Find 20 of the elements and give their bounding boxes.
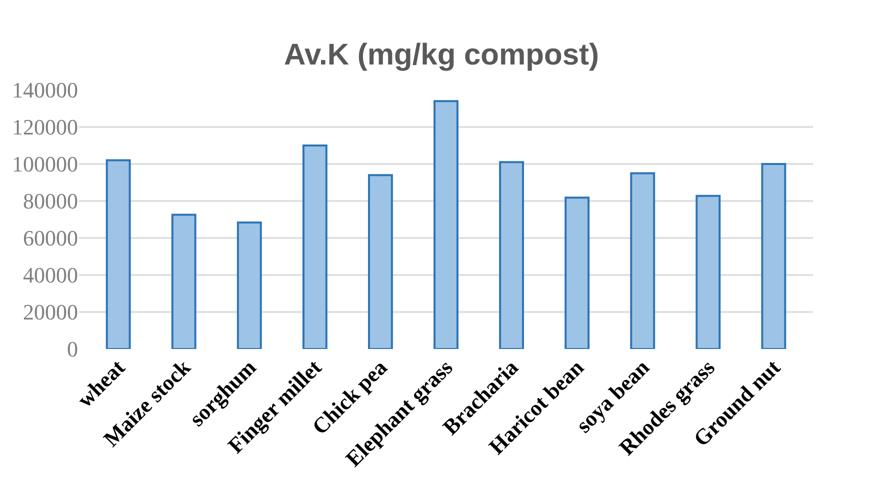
bar [171, 214, 196, 349]
bar [499, 161, 524, 349]
y-tick-label: 140000 [12, 78, 78, 103]
y-tick-label: 60000 [23, 226, 78, 251]
bar [630, 172, 656, 349]
bar [368, 174, 393, 349]
bar [106, 159, 131, 349]
bar [564, 196, 590, 349]
y-tick-label: 20000 [23, 300, 78, 325]
y-tick-label: 120000 [12, 114, 78, 140]
y-tick-label: 100000 [12, 152, 78, 177]
bar [434, 100, 458, 349]
bar [236, 221, 262, 349]
bar [696, 194, 721, 349]
chart-title: Av.K (mg/kg compost) [284, 38, 600, 72]
bar [302, 144, 328, 349]
y-tick-label: 40000 [23, 262, 78, 288]
y-tick-label: 80000 [23, 188, 78, 214]
y-tick-label: 0 [67, 336, 78, 362]
bar [761, 163, 786, 349]
